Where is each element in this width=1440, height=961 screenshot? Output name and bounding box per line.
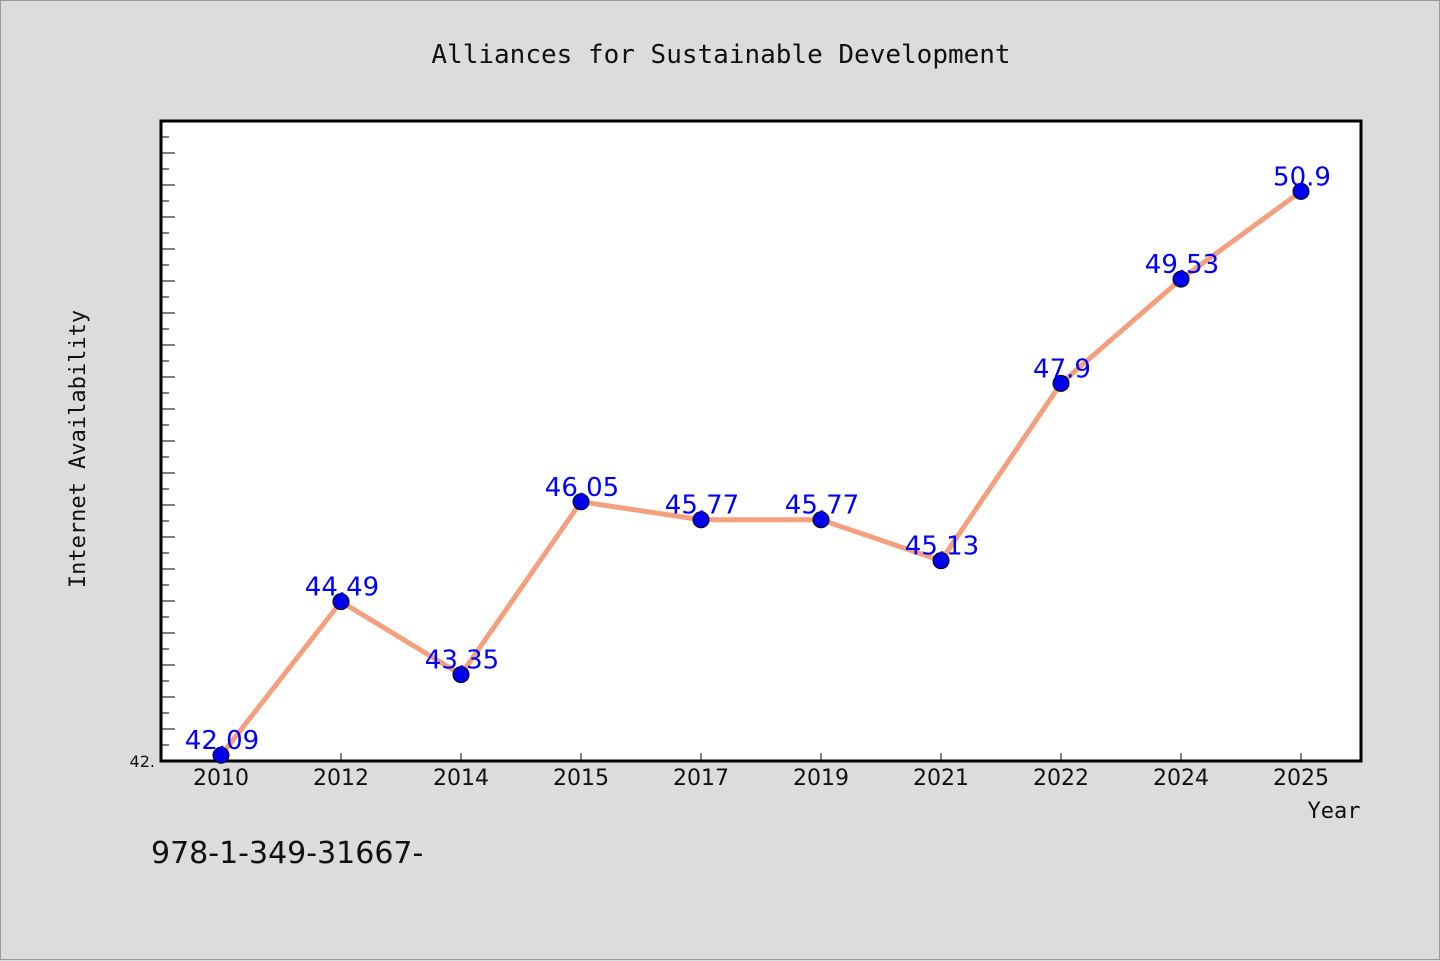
data-label: 50.9 — [1273, 162, 1331, 192]
data-label: 45.77 — [785, 491, 859, 521]
y-axis-label: Internet Availability — [66, 310, 91, 588]
x-tick-label: 2019 — [793, 766, 849, 791]
x-tick-label: 2024 — [1153, 766, 1209, 791]
plot-area — [159, 119, 1363, 763]
data-point — [572, 493, 590, 511]
footer-text: 978-1-349-31667- — [151, 836, 423, 871]
data-labels-group: 42.09 44.49 43.35 46.05 45.77 45.77 45.13 47.9 4… — [185, 162, 1331, 756]
series-group — [212, 182, 1310, 764]
data-point — [332, 593, 350, 611]
data-point — [1172, 270, 1190, 288]
data-label: 42.09 — [185, 726, 259, 756]
x-tick-label: 2022 — [1033, 766, 1089, 791]
y-tick-label: 42. — [130, 752, 155, 771]
x-tick-label: 2014 — [433, 766, 489, 791]
data-label: 43.35 — [425, 646, 499, 676]
data-point — [932, 552, 950, 570]
data-label: 46.05 — [545, 473, 619, 503]
series-line — [219, 189, 1303, 757]
x-tick-label: 2012 — [313, 766, 369, 791]
x-tick-label: 2021 — [913, 766, 969, 791]
x-axis-label: Year — [1308, 799, 1361, 824]
x-tick-label: 2015 — [553, 766, 609, 791]
data-point — [812, 511, 830, 529]
y-axis-ticks: 42. — [130, 136, 175, 771]
data-point — [452, 666, 470, 684]
data-point — [692, 511, 710, 529]
x-tick-label: 2025 — [1273, 766, 1329, 791]
data-label: 49.53 — [1145, 250, 1219, 280]
data-point — [1292, 182, 1310, 200]
data-point — [212, 746, 230, 764]
x-axis-ticks: 2010 2012 2014 2015 2017 2019 2021 2022 2024 2025 — [193, 753, 1329, 791]
x-tick-label: 2010 — [193, 766, 249, 791]
data-label: 45.13 — [905, 532, 979, 562]
data-label: 47.9 — [1033, 354, 1091, 384]
chart-title: Alliances for Sustainable Development — [431, 40, 1010, 70]
data-point — [1052, 374, 1070, 392]
data-label: 45.77 — [665, 491, 739, 521]
x-tick-label: 2017 — [673, 766, 729, 791]
data-label: 44.49 — [305, 573, 379, 603]
